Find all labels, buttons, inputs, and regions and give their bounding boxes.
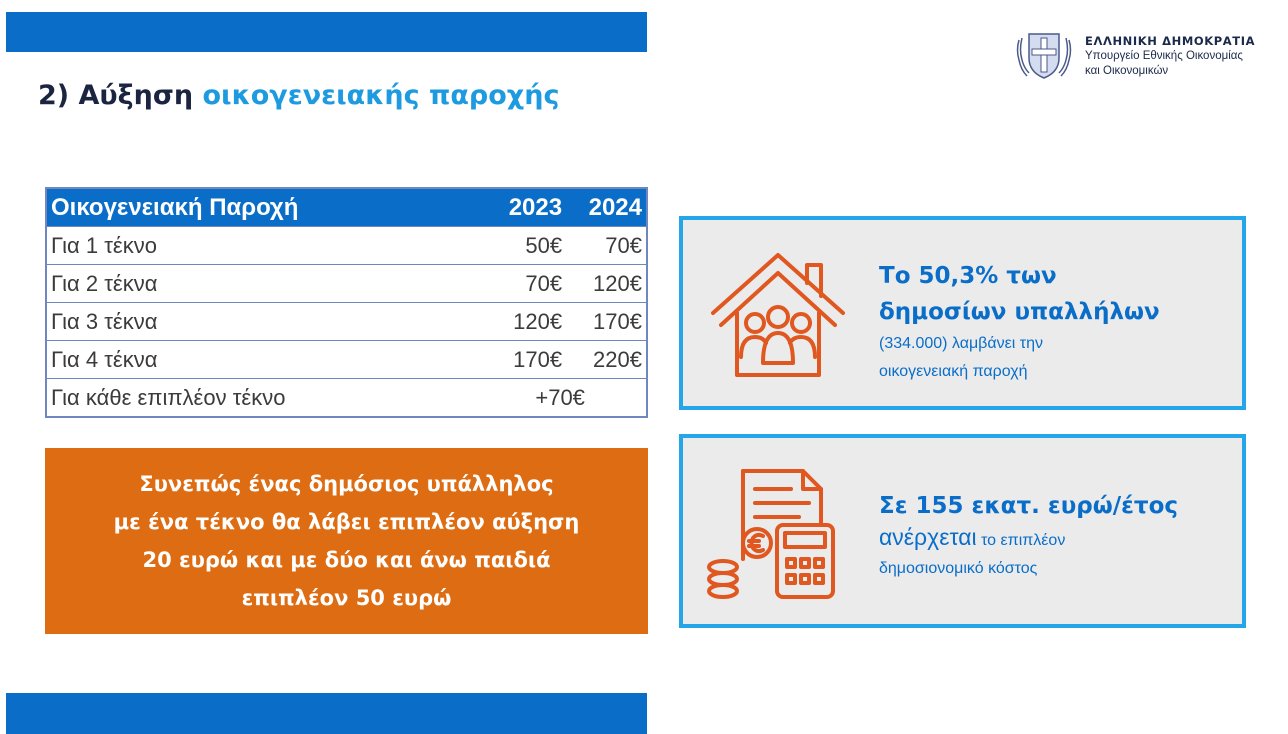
row-label: Για 3 τέκνα — [46, 302, 475, 341]
value-2023: 170€ — [474, 340, 567, 379]
greek-coat-of-arms-icon — [1016, 33, 1072, 79]
value-2024: 170€ — [566, 302, 647, 341]
value-2023: 50€ — [474, 226, 567, 265]
cost-line2-small: το επιπλέον — [976, 532, 1066, 549]
value-2023: 70€ — [474, 264, 567, 303]
bottom-band — [6, 693, 647, 734]
value-extra-child: +70€ — [474, 378, 647, 417]
summary-box: Συνεπώς ένας δημόσιος υπάλληλος με ένα τ… — [45, 448, 648, 634]
table-row: Για 1 τέκνο 50€ 70€ — [46, 226, 647, 265]
row-label: Για 1 τέκνο — [46, 226, 475, 265]
row-label: Για 2 τέκνα — [46, 264, 475, 303]
header-benefit: Οικογενειακή Παροχή — [46, 188, 475, 227]
beneficiaries-line3: (334.000) λαμβάνει την — [879, 335, 1043, 352]
beneficiaries-card: Το 50,3% των δημοσίων υπαλλήλων (334.000… — [679, 216, 1246, 410]
cost-text: Σε 155 εκατ. ευρώ/έτος ανέρχεται το επιπ… — [879, 488, 1178, 583]
beneficiaries-line2: δημοσίων υπαλλήλων — [879, 299, 1160, 325]
table-row: Για 3 τέκνα 120€ 170€ — [46, 302, 647, 341]
top-band — [6, 12, 647, 52]
ministry-logo: ΕΛΛΗΝΙΚΗ ΔΗΜΟΚΡΑΤΙΑ Υπουργείο Εθνικής Οι… — [1013, 28, 1255, 82]
title-prefix: 2) Αύξηση — [38, 80, 194, 111]
value-2024: 120€ — [566, 264, 647, 303]
table-row: Για 2 τέκνα 70€ 120€ — [46, 264, 647, 303]
logo-subtitle-line1: Υπουργείο Εθνικής Οικονομίας — [1085, 50, 1243, 62]
table-row: Για 4 τέκνα 170€ 220€ — [46, 340, 647, 379]
beneficiaries-line1: Το 50,3% των — [879, 263, 1057, 289]
logo-subtitle-line2: και Οικονομικών — [1085, 65, 1169, 77]
logo-title: ΕΛΛΗΝΙΚΗ ΔΗΜΟΚΡΑΤΙΑ — [1085, 34, 1256, 48]
cost-card: Σε 155 εκατ. ευρώ/έτος ανέρχεται το επιπ… — [679, 434, 1246, 628]
value-2023: 120€ — [474, 302, 567, 341]
cost-line3: δημοσιονομικό κόστος — [879, 560, 1038, 577]
cost-line2-big: ανέρχεται — [879, 524, 977, 550]
beneficiaries-text: Το 50,3% των δημοσίων υπαλλήλων (334.000… — [879, 258, 1160, 386]
value-2024: 220€ — [566, 340, 647, 379]
summary-text: Συνεπώς ένας δημόσιος υπάλληλος με ένα τ… — [113, 472, 580, 610]
table-header-row: Οικογενειακή Παροχή 2023 2024 — [46, 188, 647, 227]
table-row-extra: Για κάθε επιπλέον τέκνο +70€ — [46, 378, 647, 417]
title-highlight: οικογενειακής παροχής — [202, 80, 560, 111]
header-2023: 2023 — [474, 188, 567, 227]
page-title: 2) Αύξηση οικογενειακής παροχής — [38, 80, 559, 111]
family-benefit-table: Οικογενειακή Παροχή 2023 2024 Για 1 τέκν… — [45, 187, 648, 418]
beneficiaries-line4: οικογενειακή παροχή — [879, 363, 1028, 380]
header-2024: 2024 — [566, 188, 647, 227]
invoice-calculator-icon — [707, 469, 835, 599]
cost-line2: ανέρχεται το επιπλέον — [879, 524, 1178, 555]
value-2024: 70€ — [566, 226, 647, 265]
row-label: Για 4 τέκνα — [46, 340, 475, 379]
house-family-icon — [711, 253, 845, 377]
row-label: Για κάθε επιπλέον τέκνο — [46, 378, 475, 417]
cost-line1: Σε 155 εκατ. ευρώ/έτος — [879, 493, 1179, 519]
